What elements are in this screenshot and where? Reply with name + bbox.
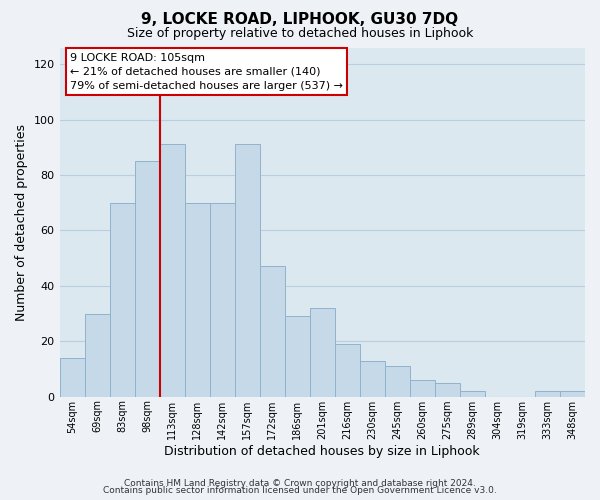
- Bar: [285, 316, 310, 396]
- Bar: [160, 144, 185, 396]
- Bar: [385, 366, 410, 396]
- Bar: [85, 314, 110, 396]
- Text: Contains public sector information licensed under the Open Government Licence v3: Contains public sector information licen…: [103, 486, 497, 495]
- Text: Size of property relative to detached houses in Liphook: Size of property relative to detached ho…: [127, 28, 473, 40]
- Bar: [209, 202, 235, 396]
- Bar: [310, 308, 335, 396]
- Bar: [260, 266, 285, 396]
- Text: 9, LOCKE ROAD, LIPHOOK, GU30 7DQ: 9, LOCKE ROAD, LIPHOOK, GU30 7DQ: [142, 12, 458, 28]
- Bar: [110, 202, 134, 396]
- Bar: [435, 383, 460, 396]
- Bar: [235, 144, 260, 396]
- Text: Contains HM Land Registry data © Crown copyright and database right 2024.: Contains HM Land Registry data © Crown c…: [124, 478, 476, 488]
- Bar: [535, 391, 560, 396]
- Bar: [410, 380, 435, 396]
- Bar: [560, 391, 585, 396]
- Bar: [59, 358, 85, 397]
- Bar: [335, 344, 360, 397]
- Bar: [134, 161, 160, 396]
- Text: 9 LOCKE ROAD: 105sqm
← 21% of detached houses are smaller (140)
79% of semi-deta: 9 LOCKE ROAD: 105sqm ← 21% of detached h…: [70, 52, 343, 90]
- Bar: [185, 202, 209, 396]
- Y-axis label: Number of detached properties: Number of detached properties: [15, 124, 28, 320]
- Bar: [460, 391, 485, 396]
- X-axis label: Distribution of detached houses by size in Liphook: Distribution of detached houses by size …: [164, 444, 480, 458]
- Bar: [360, 360, 385, 396]
